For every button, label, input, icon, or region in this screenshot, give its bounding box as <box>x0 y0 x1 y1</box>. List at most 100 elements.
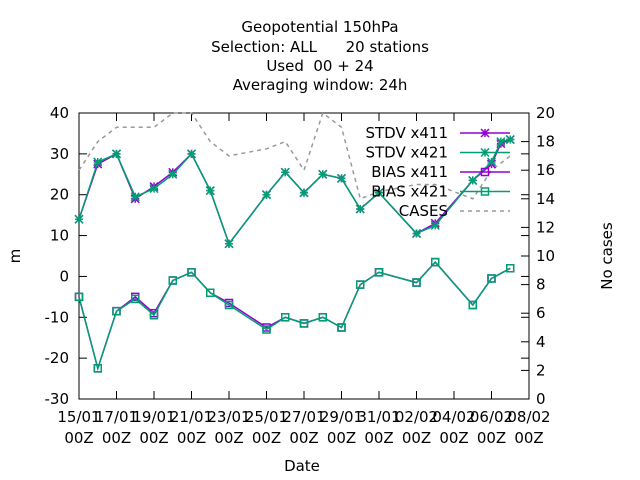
legend-item: BIAS x411 <box>371 163 510 181</box>
legend-item: STDV x421 <box>365 144 510 162</box>
series-stdv-x421 <box>74 135 515 249</box>
data-point <box>505 135 515 145</box>
series-stdv-x411 <box>74 135 515 249</box>
y-tick-label: -10 <box>45 308 70 326</box>
y2-tick-label: 18 <box>536 133 555 151</box>
data-point <box>130 192 140 202</box>
y2-tick-label: 20 <box>536 104 555 122</box>
y2-tick-label: 2 <box>536 361 546 379</box>
y-axis-ticks: -30 -20 -10 0 10 20 30 40 <box>45 104 529 408</box>
data-point <box>93 157 103 167</box>
data-point <box>74 214 84 224</box>
data-point <box>131 294 140 304</box>
data-point <box>261 190 272 200</box>
data-point <box>149 184 159 194</box>
y2-tick-label: 16 <box>536 161 555 179</box>
x-tick-label-time: 00Z <box>514 429 543 447</box>
y-tick-label: 20 <box>50 186 69 204</box>
legend-label: BIAS x411 <box>371 163 448 181</box>
data-point <box>355 204 365 214</box>
x-tick-label-time: 00Z <box>177 429 206 447</box>
legend-label: CASES <box>399 202 448 220</box>
data-point <box>168 169 178 179</box>
x-tick-label-date: 23/01 <box>207 408 250 426</box>
data-point <box>280 167 290 177</box>
x-tick-label-date: 17/01 <box>95 408 138 426</box>
data-point <box>337 323 346 332</box>
data-point <box>112 306 121 316</box>
data-point <box>468 300 477 310</box>
series-line <box>78 260 511 372</box>
chart-title: Geopotential 150hPa Selection: ALL 20 st… <box>211 18 429 94</box>
data-point <box>93 364 102 373</box>
x-tick-label-time: 00Z <box>64 429 93 447</box>
x-tick-label-date: 06/02 <box>470 408 513 426</box>
x-tick-label-date: 08/02 <box>507 408 550 426</box>
data-point <box>431 257 440 267</box>
y2-tick-label: 10 <box>536 247 555 265</box>
x-tick-label-time: 00Z <box>289 429 318 447</box>
legend-item: CASES <box>399 202 510 220</box>
y-axis-label: m <box>6 249 24 264</box>
x-tick-label-time: 00Z <box>364 429 393 447</box>
data-point <box>318 169 328 179</box>
series-line <box>78 138 511 246</box>
x-tick-label-date: 27/01 <box>282 408 325 426</box>
x-tick-label-time: 00Z <box>102 429 131 447</box>
y2-axis-label: No cases <box>598 222 616 290</box>
data-point <box>468 175 478 185</box>
title-line-2: Selection: ALL 20 stations <box>211 38 429 56</box>
x-tick-label-date: 02/02 <box>395 408 438 426</box>
data-point <box>487 274 496 283</box>
x-axis-ticks: 15/0100Z17/0100Z19/0100Z21/0100Z23/0100Z… <box>57 113 551 447</box>
data-point <box>262 325 271 334</box>
x-tick-label-date: 04/02 <box>432 408 475 426</box>
x-tick-label-date: 29/01 <box>320 408 363 426</box>
data-point <box>299 319 309 328</box>
legend-marker <box>480 147 490 158</box>
y-tick-label: 30 <box>50 145 69 163</box>
data-point <box>430 220 440 230</box>
data-point <box>186 149 197 159</box>
legend-label: STDV x421 <box>365 144 448 162</box>
data-point <box>224 239 234 249</box>
data-point <box>111 149 122 159</box>
legend-marker <box>480 128 490 138</box>
data-point <box>149 310 159 320</box>
title-line-3: Used 00 + 24 <box>266 57 373 75</box>
data-point <box>281 313 290 322</box>
x-tick-label-time: 00Z <box>477 429 506 447</box>
data-point <box>336 173 347 183</box>
y-tick-label: -20 <box>45 349 70 367</box>
series-line <box>78 260 511 372</box>
plot-border <box>78 112 530 400</box>
data-point <box>374 268 384 277</box>
title-line-1: Geopotential 150hPa <box>241 18 398 36</box>
data-point <box>168 276 177 285</box>
data-point <box>486 157 497 167</box>
x-tick-label-time: 00Z <box>402 429 431 447</box>
data-point <box>374 188 384 198</box>
y2-tick-label: 6 <box>536 304 546 322</box>
series-bias-x421 <box>74 257 515 373</box>
y-tick-label: -30 <box>45 390 70 408</box>
x-tick-label-time: 00Z <box>439 429 468 447</box>
data-point <box>411 228 422 239</box>
legend-marker <box>480 167 490 177</box>
y2-axis-ticks: 0 2 4 6 8 10 12 14 16 18 20 <box>521 104 555 408</box>
x-tick-label-date: 31/01 <box>357 408 400 426</box>
title-line-4: Averaging window: 24h <box>233 76 408 94</box>
data-point <box>496 137 506 147</box>
y2-tick-label: 12 <box>536 218 555 236</box>
x-tick-label-date: 25/01 <box>245 408 288 426</box>
y2-tick-label: 4 <box>536 333 546 351</box>
legend-item: STDV x411 <box>365 124 510 142</box>
x-axis-label: Date <box>284 457 320 475</box>
data-point <box>506 264 515 273</box>
y-tick-label: 10 <box>50 227 69 245</box>
x-tick-label-time: 00Z <box>252 429 281 447</box>
x-tick-label-date: 19/01 <box>132 408 175 426</box>
y2-tick-label: 8 <box>536 276 546 294</box>
